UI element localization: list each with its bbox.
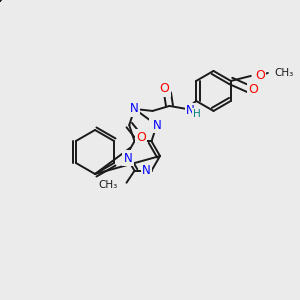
Text: CH₃: CH₃ bbox=[275, 68, 294, 78]
Text: O: O bbox=[136, 130, 146, 144]
Text: O: O bbox=[160, 82, 170, 95]
Text: H: H bbox=[193, 109, 200, 119]
Text: N: N bbox=[186, 104, 195, 117]
Text: O: O bbox=[255, 69, 265, 82]
Text: N: N bbox=[130, 102, 139, 116]
Text: O: O bbox=[248, 83, 258, 96]
Text: N: N bbox=[152, 118, 161, 132]
Text: CH₃: CH₃ bbox=[98, 180, 118, 190]
Text: N: N bbox=[142, 164, 151, 177]
Text: N: N bbox=[150, 118, 159, 130]
Text: N: N bbox=[124, 152, 132, 164]
